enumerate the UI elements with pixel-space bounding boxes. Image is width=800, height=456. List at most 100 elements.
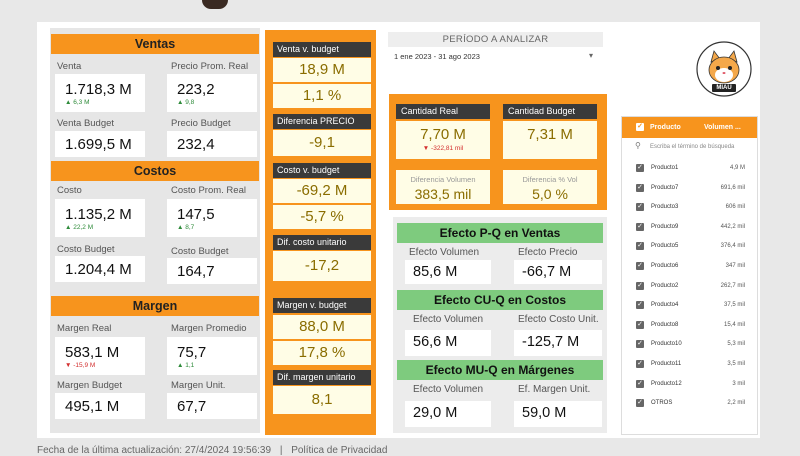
venta-budget-diff-title: Venta v. budget [273, 42, 371, 57]
checkbox-checked-icon[interactable]: ✓ [636, 281, 644, 290]
product-row[interactable]: ✓ Producto8 15,4 mil [622, 315, 757, 335]
checkbox-checked-icon[interactable]: ✓ [636, 379, 644, 388]
costo-budget-label: Costo Budget [57, 244, 115, 255]
margen-real-delta: ▼ -15,9 M [65, 362, 96, 369]
efecto-cuq-title: Efecto CU-Q en Costos [397, 290, 603, 310]
efecto-muq-margen-value: 59,0 M [514, 401, 602, 427]
search-input[interactable]: Escriba el término de búsqueda [650, 144, 735, 150]
presenter-avatar [202, 0, 228, 9]
product-row[interactable]: ✓ Producto9 442,2 mil [622, 217, 757, 237]
col-producto[interactable]: Producto [650, 124, 681, 131]
costo-delta: ▲ 22,2 M [65, 224, 94, 231]
checkbox-checked-icon[interactable]: ✓ [636, 222, 644, 231]
costo-prom-delta: ▲ 8,7 [177, 224, 195, 231]
costos-header: Costos [51, 161, 259, 181]
checkbox-checked-icon[interactable]: ✓ [636, 183, 644, 192]
product-row[interactable]: ✓ Producto6 347 mil [622, 256, 757, 276]
product-row[interactable]: ✓ Producto12 3 mil [622, 374, 757, 394]
product-volume: 3 mil [732, 380, 745, 387]
efecto-pq-vol-label: Efecto Volumen [409, 247, 480, 258]
checkbox-checked-icon[interactable]: ✓ [636, 340, 644, 349]
costo-prom-card: 147,5 ▲ 8,7 [167, 199, 257, 237]
efectos-panel: Efecto P-Q en Ventas Efecto Volumen 85,6… [393, 217, 607, 433]
product-row[interactable]: ✓ Producto4 37,5 mil [622, 295, 757, 315]
product-row[interactable]: ✓ OTROS 2,2 mil [622, 393, 757, 413]
costo-budget-card: 1.204,4 M [55, 256, 145, 282]
ventas-header: Ventas [51, 34, 259, 54]
privacy-link[interactable]: Política de Privacidad [291, 445, 388, 456]
checkbox-checked-icon[interactable]: ✓ [636, 242, 644, 251]
product-row[interactable]: ✓ Producto11 3,5 mil [622, 354, 757, 374]
checkbox-checked-icon[interactable]: ✓ [636, 301, 644, 310]
checkbox-checked-icon[interactable]: ✓ [636, 320, 644, 329]
precio-budget-value: 232,4 [177, 136, 215, 153]
col-volumen[interactable]: Volumen ... [704, 124, 741, 131]
product-row[interactable]: ✓ Producto5 376,4 mil [622, 236, 757, 256]
margen-real-card: 583,1 M ▼ -15,9 M [55, 337, 145, 375]
margen-unit-card: 67,7 [167, 393, 257, 419]
product-name: Producto12 [651, 380, 682, 387]
venta-budget-diff-value: 18,9 M [273, 58, 371, 82]
period-selector[interactable]: PERÍODO A ANALIZAR 1 ene 2023 - 31 ago 2… [388, 32, 603, 74]
margen-budget-diff-value: 88,0 M [273, 315, 371, 339]
period-title: PERÍODO A ANALIZAR [388, 32, 603, 47]
costo-label: Costo [57, 185, 82, 196]
cantidad-real-title: Cantidad Real [396, 104, 490, 119]
miau-logo: MIAU [695, 40, 753, 98]
checkbox-checked-icon[interactable]: ✓ [636, 164, 644, 172]
product-name: Producto7 [651, 184, 679, 191]
product-volume: 3,5 mil [727, 361, 745, 367]
checkbox-checked-icon[interactable]: ✓ [636, 360, 644, 368]
checkbox-checked-icon[interactable]: ✓ [636, 262, 644, 270]
efecto-pq-precio-value: -66,7 M [514, 260, 602, 284]
venta-delta: ▲ 6,3 M [65, 99, 90, 106]
diferencia-pct-card: Diferencia % Vol 5,0 % [503, 170, 597, 204]
dropdown-icon[interactable]: ▾ [588, 51, 593, 60]
product-name: Producto4 [651, 302, 679, 309]
product-row[interactable]: ✓ Producto2 262,7 mil [622, 276, 757, 296]
product-row[interactable]: ✓ Producto10 5,3 mil [622, 334, 757, 354]
search-icon: ⚲ [635, 141, 641, 150]
margen-real-value: 583,1 M [65, 344, 120, 361]
diferencia-precio-value: -9,1 [273, 130, 371, 156]
cantidad-real-delta: ▼ -322,81 mil [422, 145, 464, 152]
product-search[interactable]: ⚲ Escriba el término de búsqueda [622, 138, 757, 156]
efecto-cuq-costo-label: Efecto Costo Unit. [518, 314, 599, 325]
budget-diff-column: Venta v. budget 18,9 M 1,1 % Diferencia … [265, 30, 376, 435]
costo-budget-unit-label: Costo Budget [171, 246, 229, 257]
product-filter-list: ✓ Producto Volumen ... ⚲ Escriba el térm… [621, 116, 758, 435]
product-name: Producto11 [651, 361, 682, 367]
margen-prom-card: 75,7 ▲ 1,1 [167, 337, 257, 375]
diferencia-pct-value: 5,0 % [532, 186, 568, 202]
product-row[interactable]: ✓ Producto3 606 mil [622, 197, 757, 217]
efecto-cuq-vol-value: 56,6 M [405, 330, 491, 356]
period-value-field[interactable]: 1 ene 2023 - 31 ago 2023 ▾ [388, 47, 603, 71]
margen-budget-diff-title: Margen v. budget [273, 298, 371, 313]
diferencia-volumen-card: Diferencia Volumen 383,5 mil [396, 170, 490, 204]
margen-prom-label: Margen Promedio [171, 323, 247, 334]
product-name: Producto1 [651, 165, 679, 171]
efecto-pq-vol-value: 85,6 M [405, 260, 491, 284]
efecto-muq-title: Efecto MU-Q en Márgenes [397, 360, 603, 380]
margen-unit-value: 67,7 [177, 398, 207, 415]
select-all-checkbox[interactable]: ✓ [636, 123, 644, 131]
cantidad-budget-value: 7,31 M [527, 126, 573, 143]
costo-card: 1.135,2 M ▲ 22,2 M [55, 199, 145, 237]
margen-prom-delta: ▲ 1,1 [177, 362, 195, 369]
checkbox-checked-icon[interactable]: ✓ [636, 399, 644, 408]
precio-budget-card: 232,4 [167, 131, 257, 157]
product-name: OTROS [651, 400, 673, 407]
efecto-muq-margen-label: Ef. Margen Unit. [518, 384, 591, 395]
product-volume: 347 mil [725, 263, 745, 269]
costo-budget-diff-title: Costo v. budget [273, 163, 371, 178]
venta-budget-label: Venta Budget [57, 118, 115, 129]
product-row[interactable]: ✓ Producto1 4,9 M [622, 158, 757, 178]
venta-budget-value: 1.699,5 M [65, 136, 132, 153]
margen-unit-diff-value: 8,1 [273, 386, 371, 414]
product-volume: 606 mil [725, 204, 745, 211]
checkbox-checked-icon[interactable]: ✓ [636, 203, 644, 212]
costo-unit-diff-value: -17,2 [273, 251, 371, 281]
last-update-text: Fecha de la última actualización: 27/4/2… [37, 445, 272, 456]
efecto-cuq-vol-label: Efecto Volumen [413, 314, 484, 325]
product-row[interactable]: ✓ Producto7 691,6 mil [622, 178, 757, 198]
